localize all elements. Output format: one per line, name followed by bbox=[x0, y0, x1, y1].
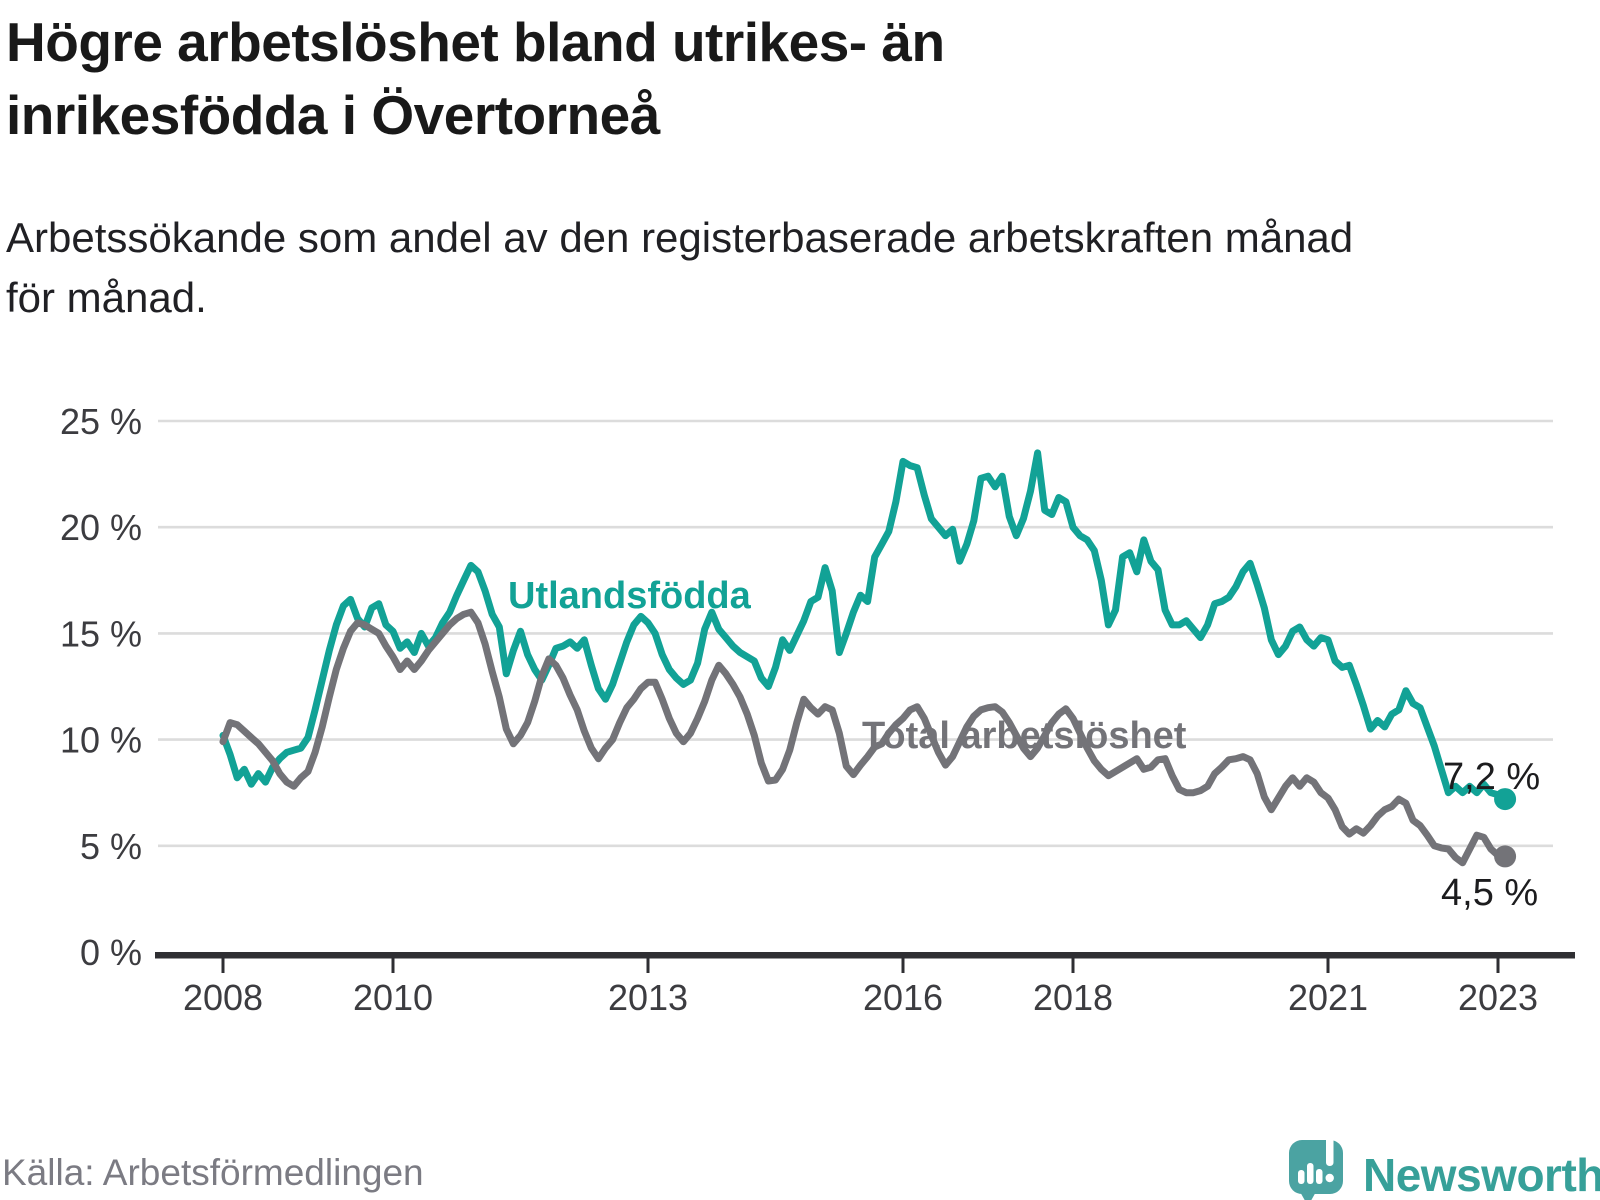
x-axis-label-2023: 2023 bbox=[1458, 977, 1538, 1018]
x-axis-label-2013: 2013 bbox=[608, 977, 688, 1018]
y-axis-label-25: 25 % bbox=[60, 401, 142, 442]
x-axis-line bbox=[155, 952, 1575, 959]
y-axis-label-0: 0 % bbox=[80, 932, 142, 973]
x-axis-label-2021: 2021 bbox=[1288, 977, 1368, 1018]
logo-exclamation-dot bbox=[1325, 1173, 1334, 1183]
end-value-label-total: 4,5 % bbox=[1441, 872, 1538, 914]
x-axis-label-2016: 2016 bbox=[863, 977, 943, 1018]
title-line-1: Högre arbetslöshet bland utrikes- än bbox=[6, 11, 945, 73]
subtitle-line-1: Arbetssökande som andel av den registerb… bbox=[6, 214, 1354, 261]
series-label-utlandsfodda: Utlandsfödda bbox=[508, 575, 752, 617]
y-axis-label-10: 10 % bbox=[60, 720, 142, 761]
logo-bar-1 bbox=[1298, 1170, 1305, 1184]
y-axis-label-20: 20 % bbox=[60, 507, 142, 548]
source-note: Källa: Arbetsförmedlingen bbox=[2, 1152, 424, 1193]
logo-bubble bbox=[1289, 1140, 1343, 1194]
series-end-dot-total bbox=[1494, 845, 1517, 868]
newsworthy-logo-icon bbox=[1289, 1136, 1343, 1200]
y-axis-label-5: 5 % bbox=[80, 826, 142, 867]
chart-subtitle: Arbetssökande som andel av den registerb… bbox=[6, 208, 1566, 328]
newsworthy-brand: Newsworthy bbox=[1288, 1136, 1600, 1200]
subtitle-line-2: för månad. bbox=[6, 274, 207, 322]
series-label-total: Total arbetslöshet bbox=[862, 715, 1187, 757]
end-value-label-utlandsfodda: 7,2 % bbox=[1443, 756, 1540, 798]
logo-bar-2 bbox=[1307, 1163, 1314, 1184]
y-axis-label-15: 15 % bbox=[60, 613, 142, 654]
logo-bar-3 bbox=[1316, 1169, 1323, 1184]
x-axis-label-2008: 2008 bbox=[183, 977, 263, 1018]
series-line-total bbox=[219, 608, 1509, 867]
logo-bubble-tail bbox=[1299, 1190, 1317, 1200]
page-title: Högre arbetslöshet bland utrikes- än inr… bbox=[6, 6, 1566, 151]
logo-exclamation-bar bbox=[1326, 1136, 1334, 1166]
series-end-dot-utlandsfodda bbox=[1494, 788, 1517, 811]
title-line-2: inrikesfödda i Övertorneå bbox=[6, 83, 660, 146]
x-axis-label-2010: 2010 bbox=[353, 977, 433, 1018]
brand-name: Newsworthy bbox=[1363, 1149, 1600, 1200]
x-axis-label-2018: 2018 bbox=[1033, 977, 1113, 1018]
